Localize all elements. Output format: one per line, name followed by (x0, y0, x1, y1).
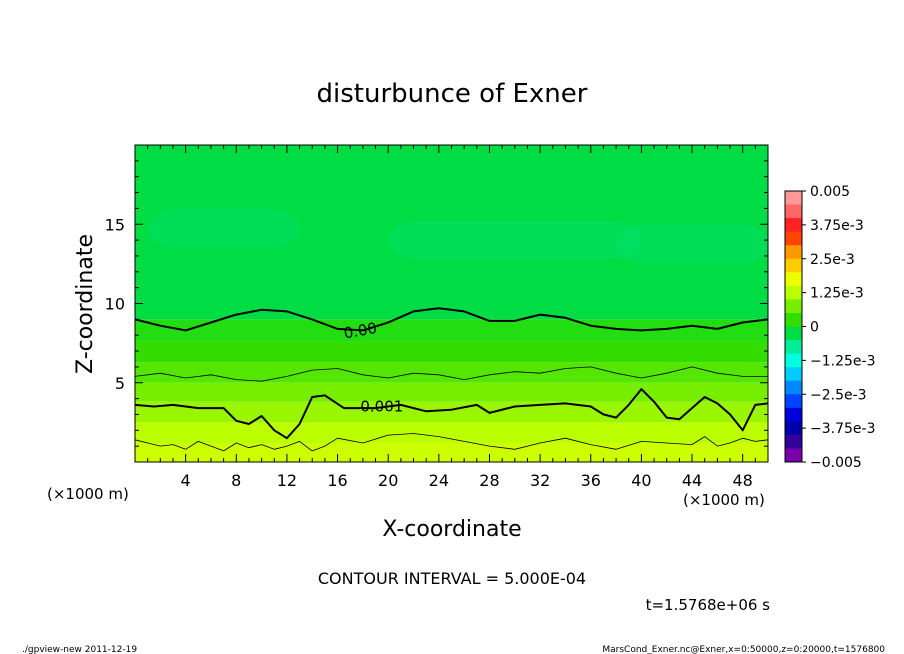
footer-right: MarsCond_Exner.nc@Exner,x=0:50000,z=0:20… (602, 645, 885, 654)
contour-line-3 (134, 433, 769, 452)
colorbar-swatch-8 (785, 299, 802, 314)
y-axis: 5 10 15 (105, 160, 768, 447)
colorbar-swatch-6 (785, 272, 802, 287)
y-tick-label-2: 15 (105, 215, 125, 234)
x-tick-label-3: 16 (327, 471, 347, 490)
contour-label-1: 0.001 (360, 398, 403, 416)
contour-line-1 (134, 366, 768, 382)
x-tick-label-2: 12 (277, 471, 297, 490)
x-unit-right: (×1000 m) (683, 491, 765, 509)
colorbar-label-7: −3.75e-3 (810, 421, 875, 437)
time-label: t=1.5768e+06 s (646, 596, 771, 614)
x-tick-label-10: 44 (682, 471, 702, 490)
colorbar-swatch-1 (785, 204, 802, 219)
colorbar-label-6: −2.5e-3 (810, 387, 867, 403)
colorbar-swatch-14 (785, 380, 802, 395)
field-patch-2 (616, 224, 768, 264)
colorbar-swatch-4 (785, 245, 802, 260)
colorbar-swatch-7 (785, 285, 802, 300)
colorbar-label-8: −0.005 (810, 455, 862, 471)
field-band-1 (135, 422, 768, 443)
colorbar-label-3: 1.25e-3 (810, 286, 864, 302)
field-patch-0 (147, 208, 300, 249)
colorbar-swatch-16 (785, 407, 802, 422)
x-tick-label-1: 8 (231, 471, 241, 490)
x-tick-label-6: 28 (479, 471, 499, 490)
contour-line-2 (134, 388, 769, 440)
colorbar-swatch-10 (785, 326, 802, 341)
contour-lines (134, 307, 769, 452)
chart-title: disturbunce of Exner (317, 79, 588, 109)
field-band-3 (135, 382, 768, 402)
field-shading (135, 145, 768, 462)
colorbar-swatch-0 (785, 191, 802, 206)
colorbar-swatch-19 (785, 448, 802, 463)
contour-labels: 0.00 0.001 (342, 319, 403, 416)
x-tick-label-11: 48 (733, 471, 753, 490)
contour-label-0: 0.00 (342, 319, 378, 343)
colorbar-swatch-2 (785, 218, 802, 233)
x-axis-label: X-coordinate (382, 517, 521, 542)
x-tick-label-7: 32 (530, 471, 550, 490)
colorbar: 0.005 3.75e-3 2.5e-3 1.25e-3 0 −1.25e-3 −2.5e-… (784, 184, 875, 471)
field-band-4 (135, 362, 768, 383)
colorbar-swatch-5 (785, 258, 802, 273)
colorbar-swatch-9 (785, 312, 802, 327)
colorbar-label-0: 0.005 (810, 184, 850, 200)
field-patch-1 (388, 221, 642, 260)
colorbar-swatch-3 (785, 231, 802, 246)
field-band-5 (135, 341, 768, 363)
field-band-2 (135, 401, 768, 423)
colorbar-label-1: 3.75e-3 (810, 218, 864, 234)
x-unit-left: (×1000 m) (47, 485, 129, 503)
colorbar-swatch-12 (785, 353, 802, 368)
y-axis-label: Z-coordinate (73, 234, 98, 374)
colorbar-label-2: 2.5e-3 (810, 252, 855, 268)
contour-line-0 (134, 307, 769, 332)
colorbar-label-5: −1.25e-3 (810, 353, 875, 369)
x-tick-label-4: 20 (378, 471, 398, 490)
colorbar-label-4: 0 (810, 320, 819, 336)
colorbar-swatch-17 (785, 421, 802, 436)
x-tick-label-0: 4 (181, 471, 191, 490)
colorbar-swatch-15 (785, 394, 802, 409)
contour-interval-label: CONTOUR INTERVAL = 5.000E-04 (318, 569, 586, 588)
colorbar-swatch-11 (785, 340, 802, 355)
x-tick-label-9: 40 (631, 471, 651, 490)
y-tick-label-1: 10 (105, 295, 125, 314)
y-tick-label-0: 5 (115, 374, 125, 393)
x-tick-label-8: 36 (581, 471, 601, 490)
colorbar-swatch-18 (785, 434, 802, 449)
footer-left: ./gpview-new 2011-12-19 (22, 645, 137, 654)
field-band-6 (135, 319, 768, 342)
x-axis: 4 8 12 16 20 24 28 32 36 40 44 48 (147, 145, 756, 490)
colorbar-swatch-13 (785, 367, 802, 382)
x-tick-label-5: 24 (429, 471, 449, 490)
